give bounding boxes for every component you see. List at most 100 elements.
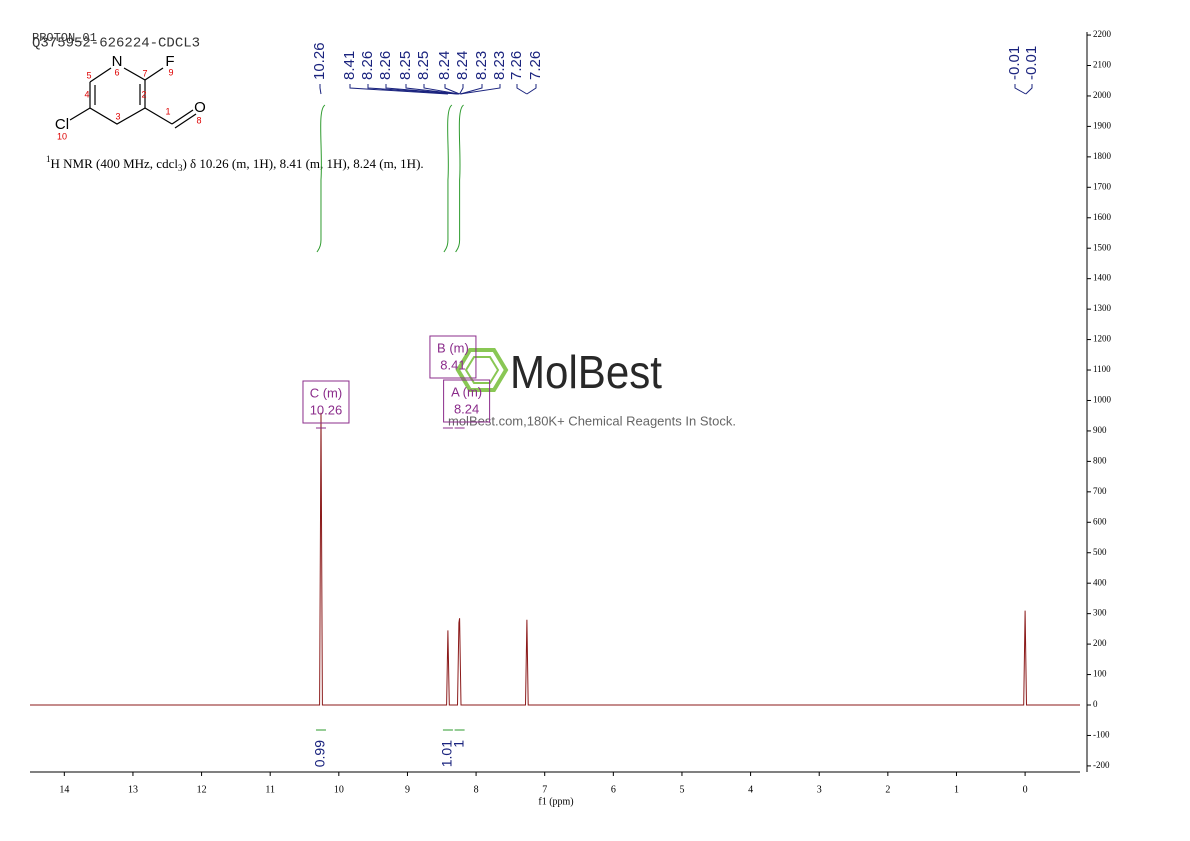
watermark-brand: MolBest bbox=[510, 346, 662, 398]
y-tick-label: 600 bbox=[1093, 516, 1107, 526]
peak-label: 8.26 bbox=[377, 51, 394, 80]
multiplet-name: A (m) bbox=[451, 384, 482, 399]
peak-label: 8.24 bbox=[436, 51, 453, 80]
peak-connector bbox=[319, 84, 322, 95]
x-tick-label: 7 bbox=[542, 784, 547, 795]
peak-label: 8.26 bbox=[359, 51, 376, 80]
atom: Cl bbox=[55, 116, 69, 133]
peak-label: 7.26 bbox=[527, 51, 544, 80]
y-tick-label: 500 bbox=[1093, 547, 1107, 557]
peak-connector bbox=[385, 84, 459, 95]
multiplet-shift: 8.41 bbox=[440, 357, 465, 372]
integral-curve bbox=[455, 104, 464, 253]
x-tick-label: 10 bbox=[334, 784, 344, 795]
y-tick-label: 1000 bbox=[1093, 395, 1112, 405]
watermark-logo bbox=[464, 356, 500, 384]
y-tick-label: -200 bbox=[1093, 760, 1110, 770]
y-tick-label: 800 bbox=[1093, 455, 1107, 465]
x-tick-label: 4 bbox=[748, 784, 753, 795]
multiplet-name: B (m) bbox=[437, 340, 469, 355]
description: 1H NMR (400 MHz, cdcl3) δ 10.26 (m, 1H),… bbox=[46, 154, 424, 173]
x-tick-label: 5 bbox=[679, 784, 684, 795]
peak-label: -0.01 bbox=[1006, 46, 1023, 80]
peak-label: 8.25 bbox=[397, 51, 414, 80]
y-tick-label: 1700 bbox=[1093, 181, 1112, 191]
multiplet-shift: 8.24 bbox=[454, 401, 479, 416]
atom-number: 8 bbox=[196, 115, 201, 125]
y-tick-label: 0 bbox=[1093, 699, 1098, 709]
peak-connector bbox=[516, 84, 528, 95]
x-axis-label: f1 (ppm) bbox=[538, 796, 573, 807]
peak-connector bbox=[526, 84, 537, 95]
spectrum-line bbox=[30, 412, 1080, 706]
atom-number: 4 bbox=[84, 89, 89, 99]
y-tick-label: -100 bbox=[1093, 730, 1110, 740]
multiplet-box bbox=[302, 380, 350, 424]
peak-label: -0.01 bbox=[1023, 46, 1040, 80]
peak-label: 8.25 bbox=[415, 51, 432, 80]
y-tick-label: 200 bbox=[1093, 638, 1107, 648]
description-text: ) δ 10.26 (m, 1H), 8.41 (m, 1H), 8.24 (m… bbox=[182, 156, 423, 171]
x-tick-label: 11 bbox=[265, 784, 275, 795]
y-tick-label: 1200 bbox=[1093, 334, 1112, 344]
peak-connector bbox=[349, 84, 448, 95]
bond bbox=[89, 67, 112, 83]
integral-value: 1 bbox=[450, 740, 466, 748]
y-tick-label: 1100 bbox=[1093, 364, 1111, 374]
y-tick-label: 100 bbox=[1093, 669, 1107, 679]
y-tick-label: 2100 bbox=[1093, 60, 1112, 70]
bond bbox=[144, 107, 173, 125]
y-tick-label: 900 bbox=[1093, 425, 1107, 435]
peak-connector bbox=[423, 84, 460, 95]
peak-label: 10.26 bbox=[311, 42, 328, 80]
peak-connector bbox=[1014, 84, 1027, 95]
description-text: H NMR (400 MHz, cdcl bbox=[51, 156, 179, 171]
atom-number: 2 bbox=[141, 89, 146, 99]
integral-value: 0.99 bbox=[312, 740, 328, 767]
atom-number: 9 bbox=[168, 67, 173, 77]
y-tick-label: 1800 bbox=[1093, 151, 1112, 161]
y-tick-label: 400 bbox=[1093, 577, 1107, 587]
y-tick-label: 1900 bbox=[1093, 120, 1112, 130]
y-tick-label: 1500 bbox=[1093, 242, 1112, 252]
y-tick-label: 1600 bbox=[1093, 212, 1112, 222]
multiplet-box bbox=[429, 335, 477, 379]
x-tick-label: 2 bbox=[885, 784, 890, 795]
atom-number: 10 bbox=[57, 131, 67, 141]
bond bbox=[144, 67, 164, 81]
x-tick-label: 14 bbox=[59, 784, 69, 795]
integral-curve bbox=[443, 104, 453, 253]
atom-number: 3 bbox=[115, 111, 120, 121]
atom-number: 1 bbox=[165, 106, 170, 116]
y-tick-label: 1400 bbox=[1093, 273, 1112, 283]
watermark: MolBest molBest.com,180K+ Chemical Reage… bbox=[448, 346, 736, 428]
x-tick-label: 9 bbox=[405, 784, 410, 795]
peak-connector bbox=[405, 84, 459, 95]
y-tick-label: 300 bbox=[1093, 608, 1107, 618]
header-sample: Q375952-626224-CDCL3 bbox=[32, 36, 200, 52]
peak-label: 8.23 bbox=[491, 51, 508, 80]
peak-label: 8.24 bbox=[454, 51, 471, 80]
atom: N bbox=[112, 53, 123, 70]
superscript: 1 bbox=[46, 154, 51, 164]
peak-connector bbox=[444, 84, 460, 95]
multiplet-box bbox=[443, 379, 491, 423]
peak-connector bbox=[459, 84, 464, 95]
bond bbox=[69, 107, 91, 121]
bond bbox=[171, 109, 194, 125]
y-tick-label: 700 bbox=[1093, 486, 1107, 496]
x-tick-label: 6 bbox=[611, 784, 616, 795]
x-tick-label: 8 bbox=[474, 784, 479, 795]
bond bbox=[89, 67, 146, 125]
header-experiment: PROTON_01 bbox=[32, 31, 97, 45]
multiplet-shift: 10.26 bbox=[310, 402, 343, 417]
y-tick-label: 1300 bbox=[1093, 303, 1112, 313]
watermark-logo bbox=[455, 348, 509, 392]
x-tick-label: 1 bbox=[954, 784, 959, 795]
atom-number: 5 bbox=[86, 70, 91, 80]
integral-curve bbox=[316, 104, 326, 253]
structure bbox=[69, 67, 197, 129]
peak-connector bbox=[460, 84, 501, 95]
watermark-tagline: molBest.com,180K+ Chemical Reagents In S… bbox=[448, 413, 736, 428]
